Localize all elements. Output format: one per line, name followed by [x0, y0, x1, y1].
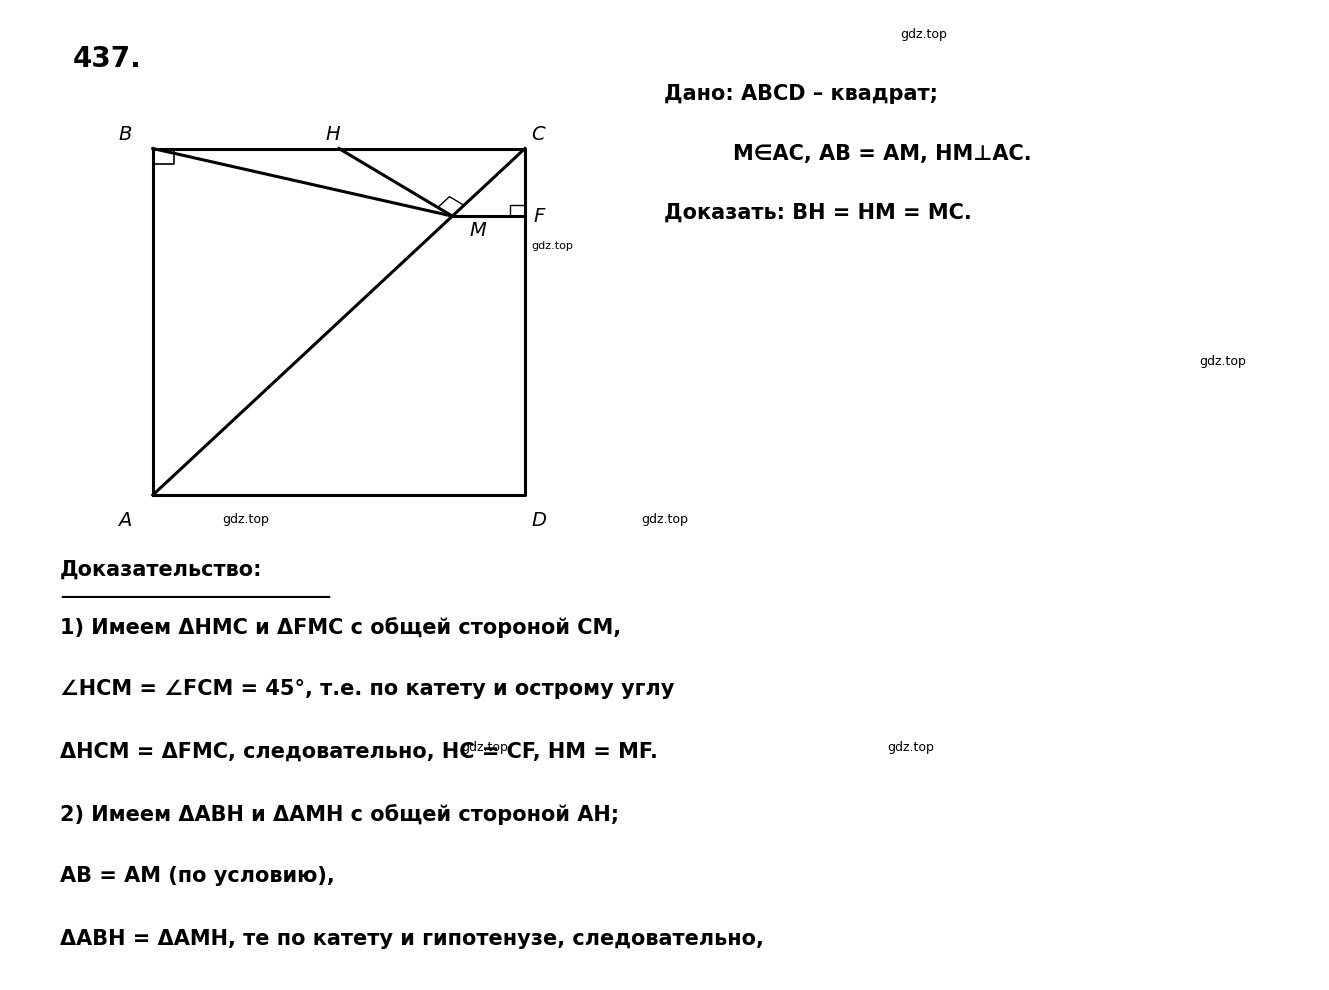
- Text: gdz.top: gdz.top: [532, 241, 574, 250]
- Text: gdz.top: gdz.top: [641, 513, 688, 527]
- Text: A: A: [118, 511, 132, 530]
- Text: M: M: [469, 221, 486, 240]
- Text: gdz.top: gdz.top: [900, 28, 948, 42]
- Text: Доказать: BH = HM = MC.: Доказать: BH = HM = MC.: [664, 203, 973, 223]
- Text: gdz.top: gdz.top: [461, 741, 509, 754]
- Text: ΔHCM = ΔFMC, следовательно, HC = CF, HM = MF.: ΔHCM = ΔFMC, следовательно, HC = CF, HM …: [60, 742, 658, 761]
- Text: M∈AC, AB = AM, HM⊥AC.: M∈AC, AB = AM, HM⊥AC.: [704, 144, 1033, 163]
- Text: gdz.top: gdz.top: [1199, 354, 1247, 368]
- Text: F: F: [533, 207, 545, 226]
- Text: Дано: ABCD – квадрат;: Дано: ABCD – квадрат;: [664, 84, 938, 104]
- Text: H: H: [326, 125, 340, 144]
- Text: ΔABH = ΔAMH, те по катету и гипотенузе, следовательно,: ΔABH = ΔAMH, те по катету и гипотенузе, …: [60, 929, 764, 948]
- Text: D: D: [532, 511, 546, 530]
- Text: 2) Имеем ΔABH и ΔAMH с общей стороной AH;: 2) Имеем ΔABH и ΔAMH с общей стороной AH…: [60, 804, 619, 825]
- Text: 1) Имеем ΔHMC и ΔFMC с общей стороной CM,: 1) Имеем ΔHMC и ΔFMC с общей стороной CM…: [60, 617, 621, 638]
- Text: C: C: [532, 125, 545, 144]
- Text: B: B: [118, 125, 132, 144]
- Text: gdz.top: gdz.top: [886, 741, 934, 754]
- Text: ∠HCM = ∠FCM = 45°, т.е. по катету и острому углу: ∠HCM = ∠FCM = 45°, т.е. по катету и остр…: [60, 679, 674, 699]
- Text: gdz.top: gdz.top: [222, 513, 270, 527]
- Text: AB = AM (по условию),: AB = AM (по условию),: [60, 866, 335, 886]
- Text: Доказательство:: Доказательство:: [60, 559, 262, 579]
- Text: 437.: 437.: [73, 45, 142, 72]
